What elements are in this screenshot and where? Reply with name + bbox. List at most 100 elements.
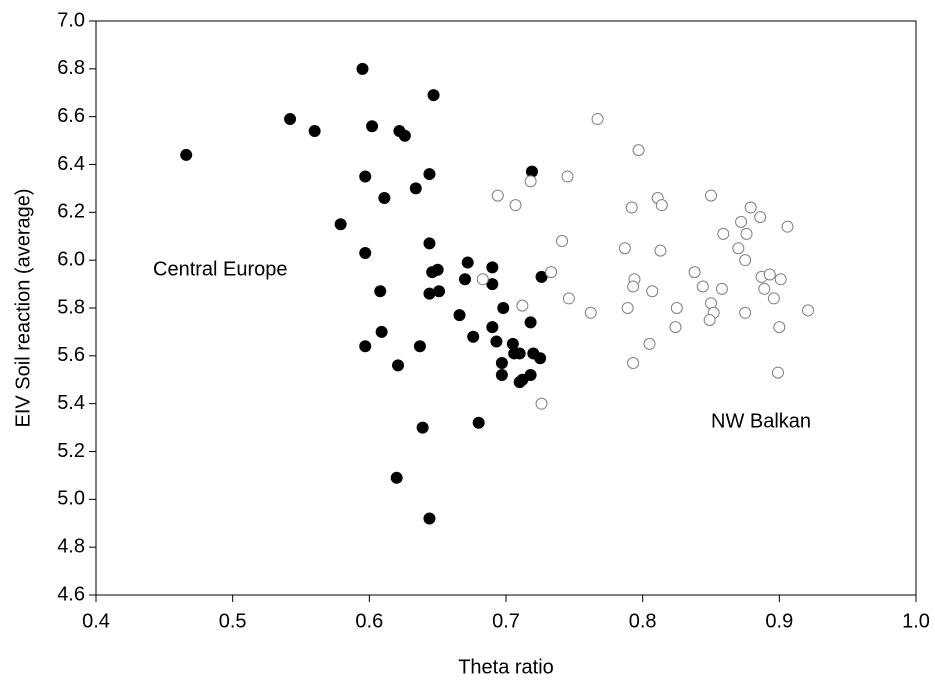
- data-point: [490, 335, 503, 348]
- data-point: [646, 285, 659, 298]
- data-point: [308, 125, 321, 138]
- x-tick-label: 0.5: [219, 610, 247, 632]
- data-point: [423, 287, 436, 300]
- data-point: [618, 242, 631, 255]
- data-point: [476, 273, 489, 286]
- data-point: [359, 246, 372, 259]
- data-point: [495, 357, 508, 370]
- y-tick-label: 6.8: [57, 57, 85, 79]
- data-point: [423, 237, 436, 250]
- series-annotation: NW Balkan: [711, 410, 811, 432]
- data-point: [591, 113, 604, 126]
- x-tick-label: 0.8: [629, 610, 657, 632]
- y-tick-label: 7.0: [57, 9, 85, 31]
- data-point: [359, 170, 372, 183]
- data-point: [643, 337, 656, 350]
- data-point: [398, 129, 411, 142]
- data-point: [705, 189, 717, 202]
- data-point: [802, 304, 815, 317]
- y-tick-label: 6.6: [57, 105, 85, 127]
- data-point: [356, 62, 369, 75]
- y-tick-label: 5.4: [57, 392, 85, 414]
- data-point: [670, 302, 683, 314]
- data-point: [392, 359, 405, 372]
- data-point: [669, 321, 682, 334]
- data-point: [467, 330, 480, 343]
- data-point: [409, 182, 422, 195]
- y-tick-label: 5.8: [57, 296, 85, 318]
- data-point: [413, 340, 426, 353]
- data-point: [491, 189, 504, 202]
- data-point: [509, 199, 522, 212]
- data-point: [416, 421, 429, 434]
- data-point: [703, 313, 716, 326]
- y-tick-label: 4.6: [57, 583, 85, 605]
- data-point: [781, 220, 794, 233]
- data-point: [739, 306, 752, 319]
- data-point: [334, 218, 347, 231]
- data-point: [423, 512, 436, 525]
- data-point: [696, 280, 709, 293]
- data-point: [461, 256, 474, 269]
- data-point: [486, 278, 499, 291]
- y-tick-label: 5.0: [57, 488, 85, 510]
- data-point: [739, 254, 752, 267]
- data-point: [632, 144, 645, 157]
- x-tick-label: 0.6: [355, 610, 383, 632]
- data-point: [621, 302, 634, 314]
- data-point: [497, 302, 510, 314]
- data-point: [359, 340, 372, 353]
- data-point: [366, 120, 379, 133]
- data-point: [534, 352, 547, 365]
- x-tick-label: 0.7: [492, 610, 520, 632]
- data-point: [773, 321, 786, 334]
- data-point: [715, 282, 728, 295]
- data-point: [774, 273, 787, 286]
- data-point: [688, 266, 701, 279]
- y-axis-label: EIV Soil reaction (average): [12, 188, 34, 427]
- data-point: [767, 292, 780, 305]
- data-point: [431, 263, 444, 276]
- data-point: [556, 235, 569, 248]
- data-point: [545, 266, 558, 279]
- data-point: [627, 280, 640, 293]
- y-tick-label: 5.2: [57, 440, 85, 462]
- data-point: [472, 416, 485, 429]
- data-point: [561, 170, 574, 183]
- data-point: [535, 270, 548, 283]
- data-point: [495, 368, 508, 381]
- data-point: [758, 282, 771, 295]
- data-point: [562, 292, 575, 305]
- data-point: [284, 113, 297, 126]
- data-point: [513, 376, 526, 389]
- data-point: [654, 244, 667, 257]
- y-tick-label: 4.8: [57, 535, 85, 557]
- data-point: [740, 227, 753, 240]
- data-point: [763, 268, 776, 281]
- data-point: [378, 191, 391, 204]
- data-point: [423, 168, 436, 181]
- data-point: [655, 199, 668, 212]
- data-point: [627, 357, 640, 370]
- data-point: [717, 227, 730, 240]
- data-point: [516, 299, 529, 312]
- series-annotation: Central Europe: [153, 258, 288, 280]
- data-point: [453, 309, 466, 322]
- data-point: [625, 201, 638, 214]
- data-point: [486, 261, 499, 274]
- data-point: [535, 397, 548, 410]
- y-tick-label: 6.2: [57, 201, 85, 223]
- data-point: [513, 347, 526, 360]
- x-tick-label: 0.9: [765, 610, 793, 632]
- data-point: [486, 321, 499, 334]
- data-point: [524, 316, 537, 329]
- data-point: [754, 211, 767, 224]
- y-tick-label: 6.4: [57, 153, 85, 175]
- data-point: [771, 366, 784, 379]
- data-point: [180, 148, 193, 161]
- data-point: [584, 306, 597, 319]
- data-point: [427, 89, 440, 102]
- data-point: [744, 201, 757, 214]
- x-tick-label: 1.0: [902, 610, 930, 632]
